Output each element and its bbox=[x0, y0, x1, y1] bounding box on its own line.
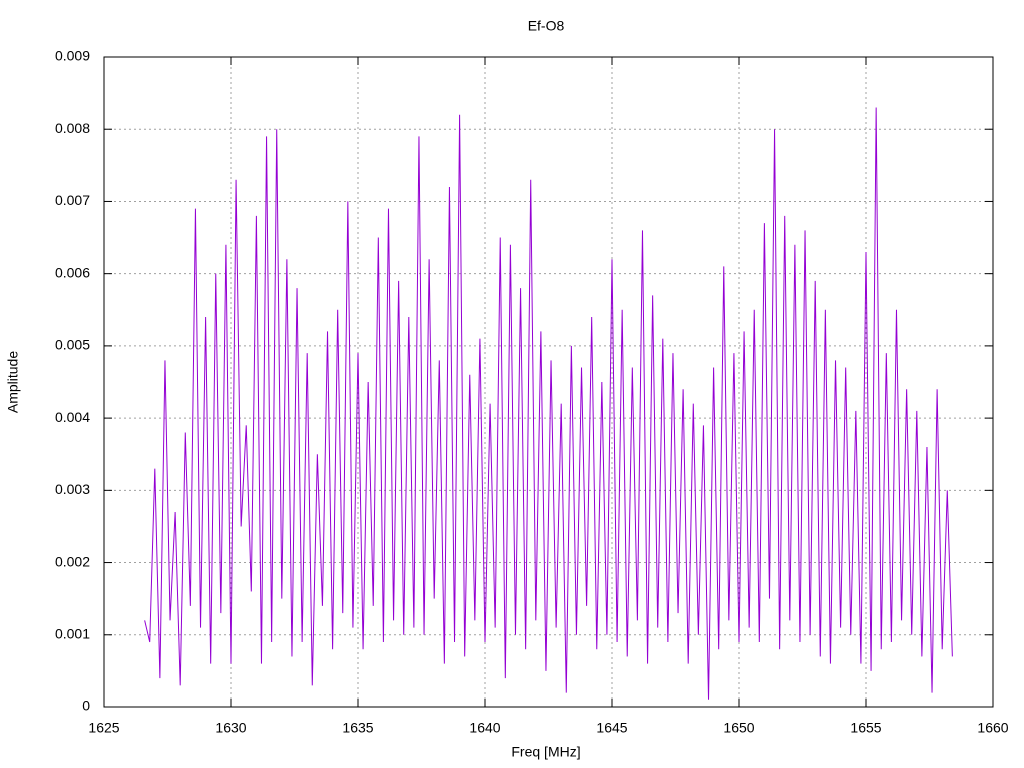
y-tick-label: 0 bbox=[82, 698, 90, 714]
y-axis-label: Amplitude bbox=[5, 351, 21, 413]
x-tick-label: 1640 bbox=[469, 720, 500, 736]
y-tick-label: 0.007 bbox=[55, 192, 90, 208]
data-line bbox=[144, 107, 953, 700]
y-tick-label: 0.009 bbox=[55, 48, 90, 64]
y-tick-label: 0.004 bbox=[55, 409, 90, 425]
y-tick-label: 0.005 bbox=[55, 337, 90, 353]
y-tick-label: 0.003 bbox=[55, 481, 90, 497]
x-tick-label: 1645 bbox=[596, 720, 627, 736]
x-tick-label: 1650 bbox=[723, 720, 754, 736]
x-tick-label: 1655 bbox=[850, 720, 881, 736]
chart-title: Ef-O8 bbox=[528, 18, 565, 34]
x-tick-label: 1660 bbox=[977, 720, 1008, 736]
x-tick-label: 1625 bbox=[88, 720, 119, 736]
y-tick-label: 0.006 bbox=[55, 264, 90, 280]
x-axis-label: Freq [MHz] bbox=[511, 744, 580, 760]
x-tick-label: 1630 bbox=[215, 720, 246, 736]
y-tick-label: 0.002 bbox=[55, 553, 90, 569]
y-tick-label: 0.001 bbox=[55, 625, 90, 641]
plot-border bbox=[103, 56, 994, 708]
y-tick-label: 0.008 bbox=[55, 120, 90, 136]
x-tick-label: 1635 bbox=[342, 720, 373, 736]
